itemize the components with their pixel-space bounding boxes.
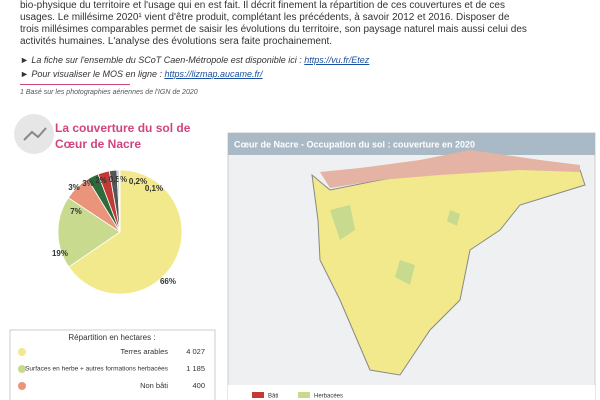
link[interactable]: https://lizmap.aucame.fr/ [164,69,263,79]
row-label: Non bâti [140,381,168,390]
section-title: Cœur de Nacre [55,137,141,151]
pie-label: 2% [95,176,107,185]
row-swatch [18,348,26,356]
legend-label: Herbacées [314,394,343,400]
link-text: La fiche sur l'ensemble du SCoT Caen-Mét… [31,55,305,65]
link-line: ► La fiche sur l'ensemble du SCoT Caen-M… [20,55,370,65]
row-value: 400 [192,381,205,390]
pie-label: 7% [70,207,82,216]
pie-chart: 66%19%7%3% 3% 2% 0,5% 0,2%0,1% [52,169,183,295]
map-title: Cœur de Nacre - Occupation du sol : couv… [234,139,475,149]
row-label: Terres arables [120,347,168,356]
section-title: La couverture du sol de [55,121,191,135]
intro-line: trois millésimes comparables permet de s… [20,24,527,35]
pie-label: 19% [52,249,68,258]
table-rows: Terres arables 4 027 Surfaces en herbe + a… [18,347,205,390]
link[interactable]: https://vu.fr/Etez [304,55,370,65]
legend-label: Bâti [268,394,278,400]
intro-line: usages. Le millésime 2020¹ vient d'être … [20,12,510,23]
pie-label: 0,2% [129,177,147,186]
pie-slice [57,197,121,268]
row-value: 4 027 [186,347,205,356]
legend-swatch [252,392,264,398]
pie-label: 3% [82,179,94,188]
intro-line: bio-physique du territoire et l'usage qu… [20,0,505,11]
map-header [228,133,595,155]
table-box [9,329,216,400]
map-urban [320,150,580,188]
link-text: Pour visualiser le MOS en ligne : [31,69,165,79]
map-grass [330,205,460,285]
pie-label: 0,1% [145,184,163,193]
row-value: 1 185 [186,364,205,373]
map-legend [228,385,595,400]
row-swatch [18,382,26,390]
link-line: ► Pour visualiser le MOS en ligne : http… [20,69,263,79]
legend-swatch [298,392,310,398]
row-label: Surfaces en herbe + autres formations he… [25,366,169,373]
icon-glyph [23,127,47,141]
pie-label: 0,5% [109,175,127,184]
footnote: 1 Basé sur les photographies aériennes d… [20,89,198,96]
pie-label: 3% [68,183,80,192]
intro-line: activités humaines. L'analyse des évolut… [20,36,333,47]
table-header: Répartition en hectares : [68,333,155,342]
pie-label: 66% [160,277,176,286]
pie-slice [68,169,183,295]
separator [20,84,130,85]
row-swatch [18,365,26,373]
